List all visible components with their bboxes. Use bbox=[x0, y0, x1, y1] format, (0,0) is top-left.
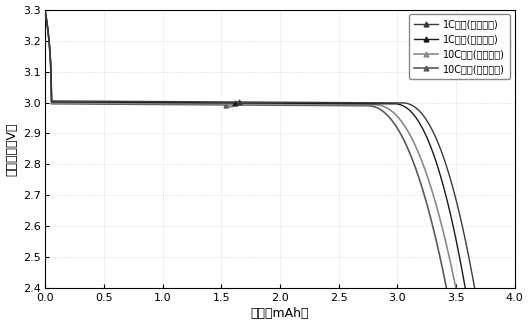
Legend: 1C放电(水系负极), 1C放电(油系负极), 10C放电(水系负极), 10C放电(油系负极): 1C放电(水系负极), 1C放电(油系负极), 10C放电(水系负极), 10C… bbox=[409, 14, 510, 79]
10C放电(油系负极) bbox=[346, 104, 353, 108]
10C放电(水系负极) bbox=[353, 103, 360, 107]
1C放电(油系负极) bbox=[286, 101, 293, 105]
10C放电(水系负极) bbox=[304, 102, 310, 106]
Y-axis label: 放电电压（V）: 放电电压（V） bbox=[6, 122, 19, 176]
Line: 10C放电(水系负极): 10C放电(水系负极) bbox=[43, 10, 458, 291]
10C放电(油系负极) bbox=[388, 117, 394, 121]
1C放电(油系负极) bbox=[462, 287, 469, 290]
1C放电(油系负极) bbox=[310, 101, 316, 105]
1C放电(水系负极) bbox=[303, 100, 309, 104]
10C放电(水系负极) bbox=[281, 102, 287, 106]
10C放电(油系负极) bbox=[286, 103, 292, 107]
1C放电(油系负极) bbox=[42, 11, 49, 15]
1C放电(水系负极) bbox=[471, 287, 478, 290]
1C放电(水系负极) bbox=[291, 100, 298, 104]
10C放电(水系负极) bbox=[453, 287, 459, 290]
10C放电(水系负极) bbox=[42, 11, 49, 15]
10C放电(油系负极) bbox=[275, 103, 281, 107]
10C放电(油系负极) bbox=[298, 103, 304, 107]
10C放电(油系负极) bbox=[67, 102, 73, 106]
10C放电(水系负极) bbox=[396, 116, 402, 120]
Line: 1C放电(油系负极): 1C放电(油系负极) bbox=[43, 10, 468, 291]
1C放电(油系负极) bbox=[297, 101, 304, 105]
1C放电(水系负极) bbox=[316, 100, 322, 104]
1C放电(油系负极) bbox=[68, 100, 75, 104]
X-axis label: 容量（mAh）: 容量（mAh） bbox=[251, 307, 309, 320]
10C放电(水系负极) bbox=[291, 102, 298, 106]
1C放电(水系负极) bbox=[368, 101, 374, 105]
Line: 10C放电(油系负极): 10C放电(油系负极) bbox=[43, 10, 449, 291]
1C放电(油系负极) bbox=[361, 102, 367, 106]
10C放电(油系负极) bbox=[42, 11, 49, 15]
1C放电(水系负极) bbox=[42, 11, 49, 15]
Line: 1C放电(水系负极): 1C放电(水系负极) bbox=[43, 10, 477, 291]
10C放电(水系负极) bbox=[68, 101, 74, 105]
10C放电(油系负极) bbox=[443, 287, 450, 290]
1C放电(水系负极) bbox=[69, 99, 75, 103]
1C放电(油系负极) bbox=[404, 106, 410, 110]
1C放电(水系负极) bbox=[412, 105, 418, 109]
